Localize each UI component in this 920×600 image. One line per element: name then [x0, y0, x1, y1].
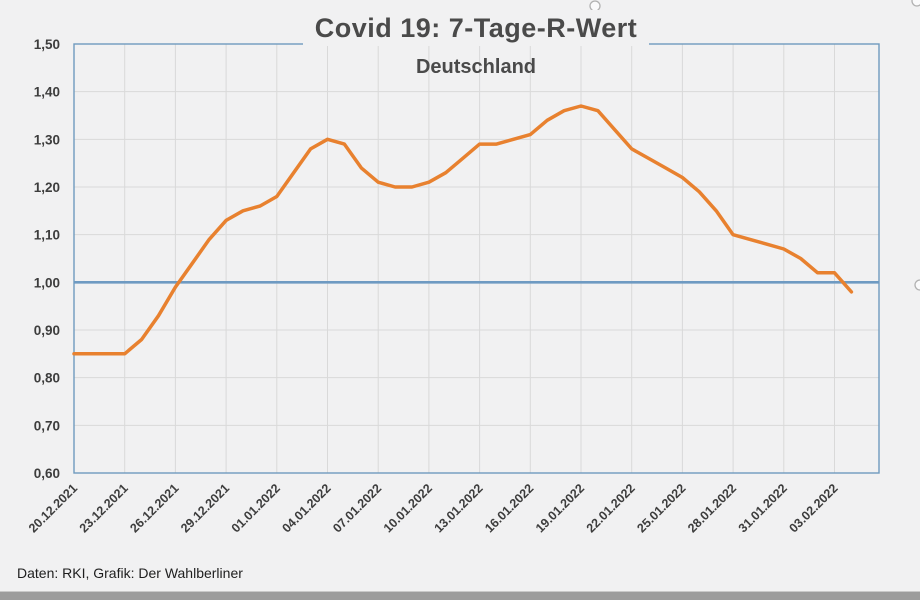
x-axis-label: 13.01.2022	[432, 481, 486, 535]
x-axis-label: 25.01.2022	[634, 481, 688, 535]
x-axis-label: 19.01.2022	[533, 481, 587, 535]
x-axis-label: 04.01.2022	[279, 481, 333, 535]
x-axis-label: 16.01.2022	[482, 481, 536, 535]
x-axis-label: 10.01.2022	[381, 481, 435, 535]
y-axis-label: 1,00	[34, 275, 60, 290]
handle-top-right[interactable]	[911, 0, 920, 7]
x-axis-label: 07.01.2022	[330, 481, 384, 535]
x-axis-label: 03.02.2022	[786, 481, 840, 535]
handle-top[interactable]	[589, 0, 601, 12]
handle-right-middle[interactable]	[914, 279, 920, 291]
x-axis-label: 22.01.2022	[584, 481, 638, 535]
y-axis-label: 1,20	[34, 180, 60, 195]
x-axis-label: 28.01.2022	[685, 481, 739, 535]
x-axis-label: 23.12.2021	[77, 481, 131, 535]
source-credit: Daten: RKI, Grafik: Der Wahlberliner	[17, 565, 243, 581]
bottom-divider-bar	[0, 591, 920, 600]
y-axis-label: 0,80	[34, 371, 60, 386]
r-value-line	[72, 104, 854, 356]
y-axis-label: 0,60	[34, 466, 60, 481]
y-axis-label: 1,40	[34, 85, 60, 100]
y-axis-label: 0,70	[34, 418, 60, 433]
x-axis-label: 29.12.2021	[178, 481, 232, 535]
y-axis-label: 1,30	[34, 132, 60, 147]
x-axis-label: 26.12.2021	[127, 481, 181, 535]
chart-canvas: 1,50 1,40 1,30 1,20 1,10 1,00 0,90 0,80 0,70 0,60…	[26, 0, 920, 535]
x-axis-label: 20.12.2021	[26, 481, 80, 535]
x-axis-label: 01.01.2022	[229, 481, 283, 535]
x-axis-label: 31.01.2022	[736, 481, 790, 535]
y-axis-label: 1,10	[34, 228, 60, 243]
y-axis-label: 0,90	[34, 323, 60, 338]
y-axis-label: 1,50	[34, 37, 60, 52]
